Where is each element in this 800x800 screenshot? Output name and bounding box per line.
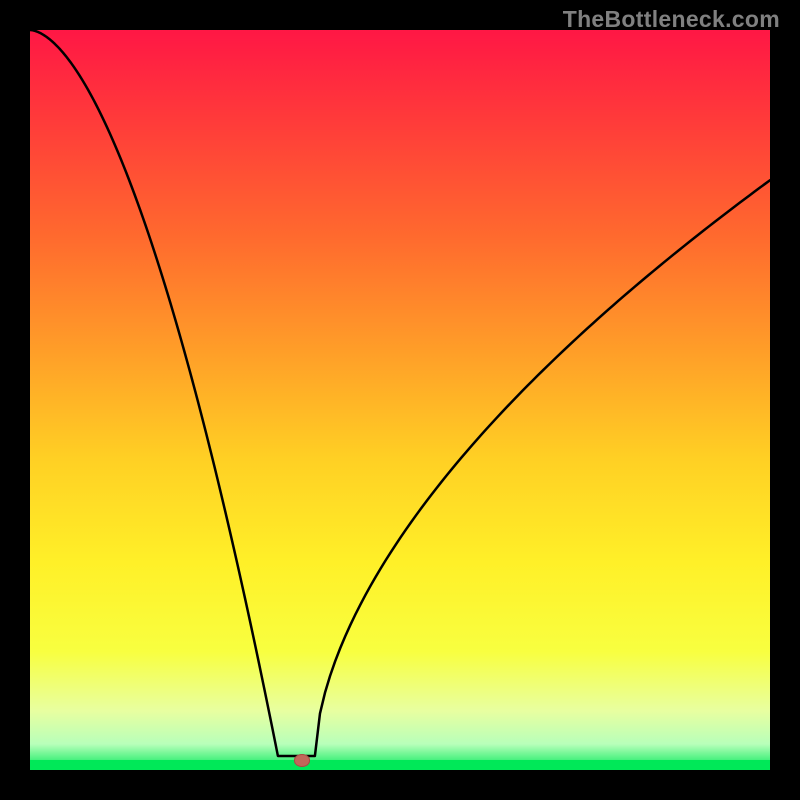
green-band [30, 760, 770, 770]
watermark-text: TheBottleneck.com [563, 6, 780, 33]
curve-tip-marker [294, 754, 310, 766]
chart-stage: TheBottleneck.com [0, 0, 800, 800]
plot-area [30, 30, 770, 770]
